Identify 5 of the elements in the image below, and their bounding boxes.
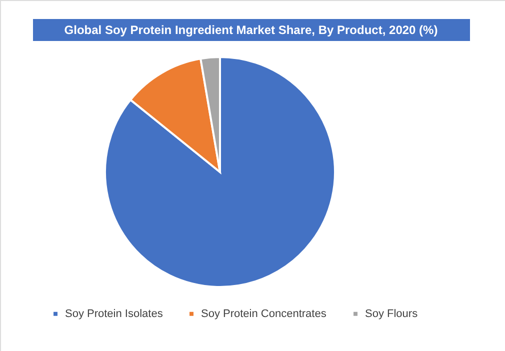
legend-label: Soy Flours — [365, 308, 418, 320]
legend-label: Soy Protein Isolates — [65, 308, 164, 320]
chart-title: Global Soy Protein Ingredient Market Share, By Product, 2020 (%) — [64, 23, 438, 37]
legend-label: Soy Protein Concentrates — [201, 308, 327, 320]
pie-slice — [104, 56, 336, 288]
